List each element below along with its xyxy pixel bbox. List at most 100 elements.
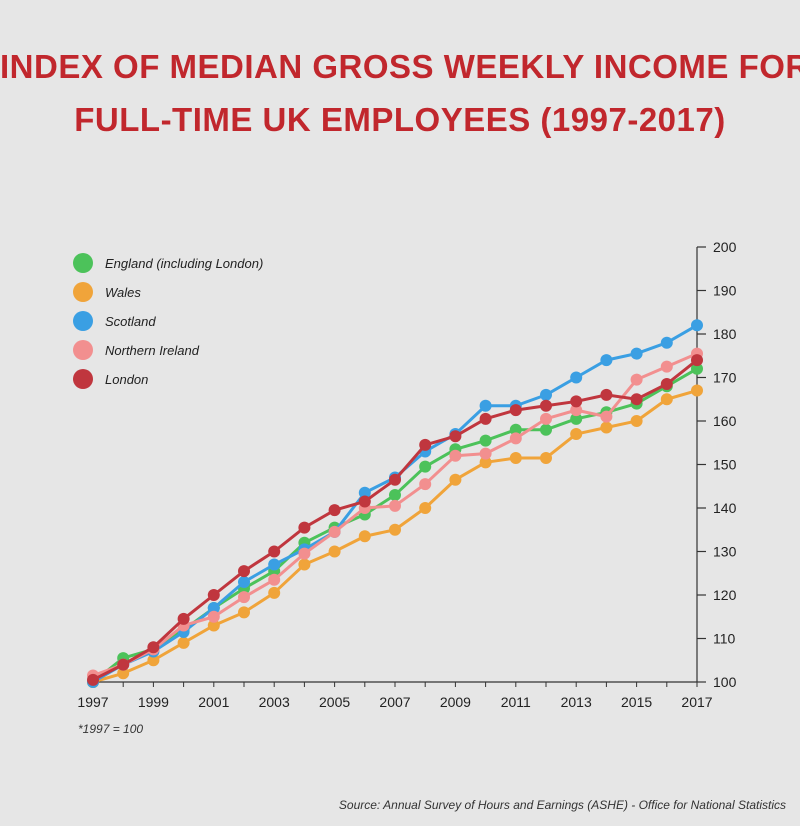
data-point-wales [479, 456, 492, 469]
data-point-wales [570, 428, 583, 441]
y-tick-label: 200 [713, 239, 737, 255]
data-point-scotland [358, 486, 371, 499]
data-point-london [389, 473, 401, 486]
data-point-wales [630, 415, 643, 427]
data-point-wales [177, 636, 190, 649]
x-tick-label: 1999 [138, 694, 169, 710]
data-point-england-including-london [389, 488, 401, 501]
data-point-london [87, 673, 99, 686]
data-point-london [147, 641, 160, 654]
data-point-london [570, 395, 583, 408]
data-point-london [691, 354, 703, 367]
data-point-scotland [570, 371, 583, 384]
data-point-scotland [691, 319, 703, 332]
data-point-london [660, 378, 673, 391]
data-point-england-including-london [691, 362, 703, 375]
data-point-northern-ireland [479, 447, 492, 460]
data-point-northern-ireland [328, 525, 341, 538]
legend-marker [73, 253, 93, 273]
data-point-england-including-london [419, 460, 432, 473]
legend-label: London [105, 372, 148, 387]
y-tick-label: 190 [713, 283, 737, 299]
legend-marker [73, 311, 93, 331]
data-point-london [207, 589, 220, 601]
x-tick-label: 2017 [681, 694, 712, 710]
data-point-scotland [238, 575, 250, 588]
data-point-scotland [268, 558, 281, 571]
data-point-northern-ireland [600, 410, 613, 423]
source-note: Source: Annual Survey of Hours and Earni… [338, 798, 786, 812]
data-point-england-including-london [479, 434, 492, 447]
data-point-wales [660, 393, 673, 406]
data-point-london [268, 545, 281, 558]
x-tick-label: 2005 [319, 694, 350, 710]
data-point-wales [509, 451, 522, 464]
legend-marker [73, 282, 93, 302]
x-tick-label: 2013 [561, 694, 592, 710]
legend-marker [73, 340, 93, 360]
data-point-london [117, 658, 130, 671]
data-point-scotland [207, 602, 220, 615]
data-point-northern-ireland [419, 478, 432, 491]
data-point-london [358, 495, 371, 508]
legend-label: Northern Ireland [105, 343, 200, 358]
data-point-northern-ireland [298, 547, 311, 560]
data-point-wales [147, 654, 160, 667]
data-point-wales [298, 558, 311, 571]
y-tick-label: 140 [713, 500, 737, 516]
data-point-wales [540, 451, 552, 464]
x-tick-label: 1997 [77, 694, 108, 710]
legend-label: Wales [105, 285, 141, 300]
data-point-london [449, 430, 462, 443]
y-tick-label: 150 [713, 457, 737, 473]
data-point-london [479, 412, 492, 425]
data-point-wales [117, 667, 130, 680]
data-point-scotland [479, 399, 492, 412]
data-point-scotland [660, 336, 673, 349]
data-point-northern-ireland [509, 432, 522, 445]
data-point-wales [328, 545, 341, 558]
data-point-northern-ireland [268, 573, 281, 586]
data-point-northern-ireland [570, 404, 583, 417]
data-point-wales [600, 421, 613, 434]
chart-title: INDEX OF MEDIAN GROSS WEEKLY INCOME FOR … [0, 40, 800, 146]
data-point-london [509, 404, 522, 417]
data-point-london [298, 521, 311, 534]
data-point-london [328, 504, 341, 517]
data-point-scotland [600, 354, 613, 367]
data-point-london [540, 399, 552, 412]
x-tick-label: 2015 [621, 694, 652, 710]
data-point-northern-ireland [207, 610, 220, 623]
x-tick-label: 2007 [379, 694, 410, 710]
data-point-wales [238, 606, 250, 619]
data-point-wales [449, 473, 462, 486]
data-point-england-including-london [509, 423, 522, 436]
x-tick-label: 2003 [259, 694, 290, 710]
legend-label: England (including London) [105, 256, 263, 271]
data-point-england-including-london [540, 423, 552, 436]
data-point-london [238, 565, 250, 578]
x-tick-label: 2009 [440, 694, 471, 710]
y-tick-label: 170 [713, 370, 737, 386]
chart-title-line-1: INDEX OF MEDIAN GROSS WEEKLY INCOME FOR [0, 48, 800, 85]
legend-label: Scotland [105, 314, 156, 329]
data-point-northern-ireland [389, 499, 401, 512]
data-point-northern-ireland [449, 449, 462, 462]
index-base-note: *1997 = 100 [78, 722, 144, 736]
data-point-northern-ireland [540, 412, 552, 425]
data-point-wales [207, 619, 220, 632]
data-point-scotland [540, 388, 552, 401]
y-tick-label: 100 [713, 674, 737, 690]
data-point-london [177, 612, 190, 625]
data-point-wales [358, 530, 371, 543]
data-point-wales [268, 586, 281, 599]
x-tick-label: 2011 [501, 694, 531, 710]
data-point-london [600, 388, 613, 401]
y-tick-label: 120 [713, 587, 737, 603]
data-point-london [419, 438, 432, 451]
data-point-wales [691, 384, 703, 397]
data-point-wales [419, 502, 432, 514]
chart-title-line-2: FULL-TIME UK EMPLOYEES (1997-2017) [74, 101, 726, 138]
legend-marker [73, 369, 93, 389]
